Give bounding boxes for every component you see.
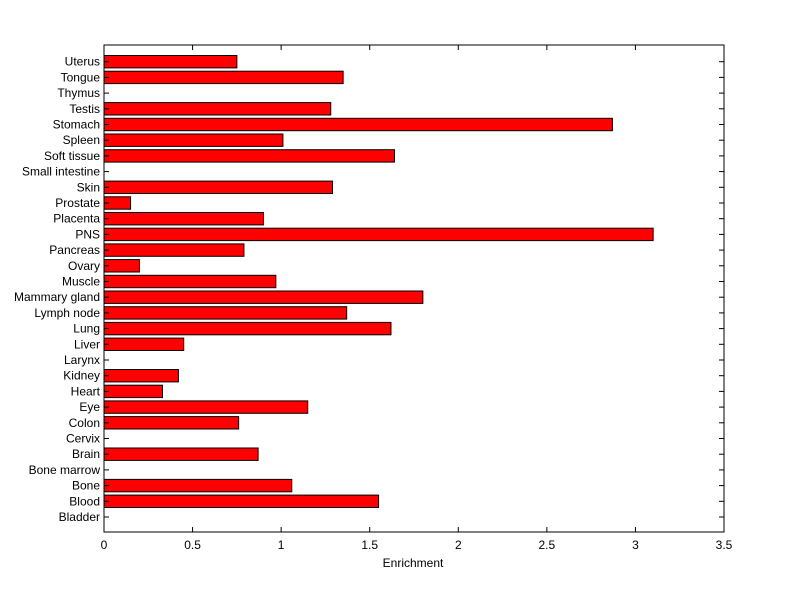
bar-pns bbox=[103, 227, 654, 242]
y-tick-label: Mammary gland bbox=[14, 290, 100, 304]
y-tick-label: Colon bbox=[69, 416, 100, 430]
x-tick-label: 0 bbox=[101, 538, 108, 552]
x-tick-label: 2.5 bbox=[539, 538, 556, 552]
x-tick-labels: 0 0.5 1 1.5 2 2.5 3 3.5 bbox=[101, 538, 733, 552]
y-tick-label: Prostate bbox=[55, 196, 100, 210]
x-tick-label: 2 bbox=[455, 538, 462, 552]
y-tick-label: Brain bbox=[72, 447, 100, 461]
bar-placenta bbox=[103, 212, 264, 226]
y-tick-label: Bone bbox=[72, 479, 100, 493]
y-tick-label: PNS bbox=[75, 227, 100, 241]
bar-colon bbox=[103, 416, 240, 430]
x-tick-label: 3.5 bbox=[716, 538, 733, 552]
y-tick-label: Testis bbox=[69, 102, 100, 116]
y-tick-label: Small intestine bbox=[22, 165, 100, 179]
bar-liver bbox=[103, 337, 185, 352]
y-tick-label: Soft tissue bbox=[44, 149, 100, 163]
bar-heart bbox=[103, 384, 163, 399]
bar-eye bbox=[103, 400, 309, 414]
y-tick-label: Uterus bbox=[65, 55, 100, 69]
y-tick-label: Placenta bbox=[53, 212, 100, 226]
y-tick-label: Spleen bbox=[63, 133, 100, 147]
y-tick-label: Pancreas bbox=[49, 243, 100, 257]
bar-soft-tissue bbox=[103, 149, 396, 163]
plot-frame bbox=[103, 44, 725, 533]
y-tick-label: Liver bbox=[74, 337, 100, 351]
y-tick-label: Blood bbox=[69, 494, 100, 508]
bar-bone bbox=[103, 478, 293, 493]
x-tick-label: 1.5 bbox=[361, 538, 378, 552]
ticks-group bbox=[103, 45, 725, 532]
bar-kidney bbox=[103, 369, 179, 383]
y-tick-label: Cervix bbox=[66, 432, 100, 446]
y-tick-label: Muscle bbox=[62, 275, 100, 289]
bar-testis bbox=[103, 102, 332, 116]
x-tick-label: 3 bbox=[632, 538, 639, 552]
y-tick-label: Larynx bbox=[64, 353, 100, 367]
bar-blood bbox=[103, 494, 380, 509]
x-tick-label: 0.5 bbox=[184, 538, 201, 552]
bar-uterus bbox=[103, 55, 238, 69]
y-tick-label: Stomach bbox=[53, 118, 100, 132]
y-tick-label: Thymus bbox=[57, 86, 100, 100]
bar-lymph-node bbox=[103, 306, 348, 320]
bar-skin bbox=[103, 180, 334, 195]
bar-muscle bbox=[103, 274, 277, 289]
y-tick-label: Bone marrow bbox=[29, 463, 101, 477]
bar-stomach bbox=[103, 117, 613, 132]
bar-tongue bbox=[103, 70, 344, 85]
y-tick-label: Lymph node bbox=[34, 306, 100, 320]
y-tick-label: Bladder bbox=[59, 510, 100, 524]
y-tick-label: Lung bbox=[73, 322, 100, 336]
x-axis-title: Enrichment bbox=[383, 556, 444, 570]
bar-ovary bbox=[103, 259, 140, 273]
y-tick-label: Heart bbox=[71, 384, 101, 398]
y-tick-label: Kidney bbox=[63, 369, 100, 383]
y-tick-label: Skin bbox=[77, 180, 100, 194]
y-tick-label: Tongue bbox=[61, 70, 101, 84]
x-tick-label: 1 bbox=[278, 538, 285, 552]
bar-lung bbox=[103, 321, 392, 336]
y-tick-label: Eye bbox=[79, 400, 100, 414]
bar-mammary-gland bbox=[103, 290, 424, 304]
bar-pancreas bbox=[103, 243, 245, 257]
y-tick-label: Ovary bbox=[68, 259, 100, 273]
bar-brain bbox=[103, 447, 259, 461]
bar-spleen bbox=[103, 133, 284, 147]
